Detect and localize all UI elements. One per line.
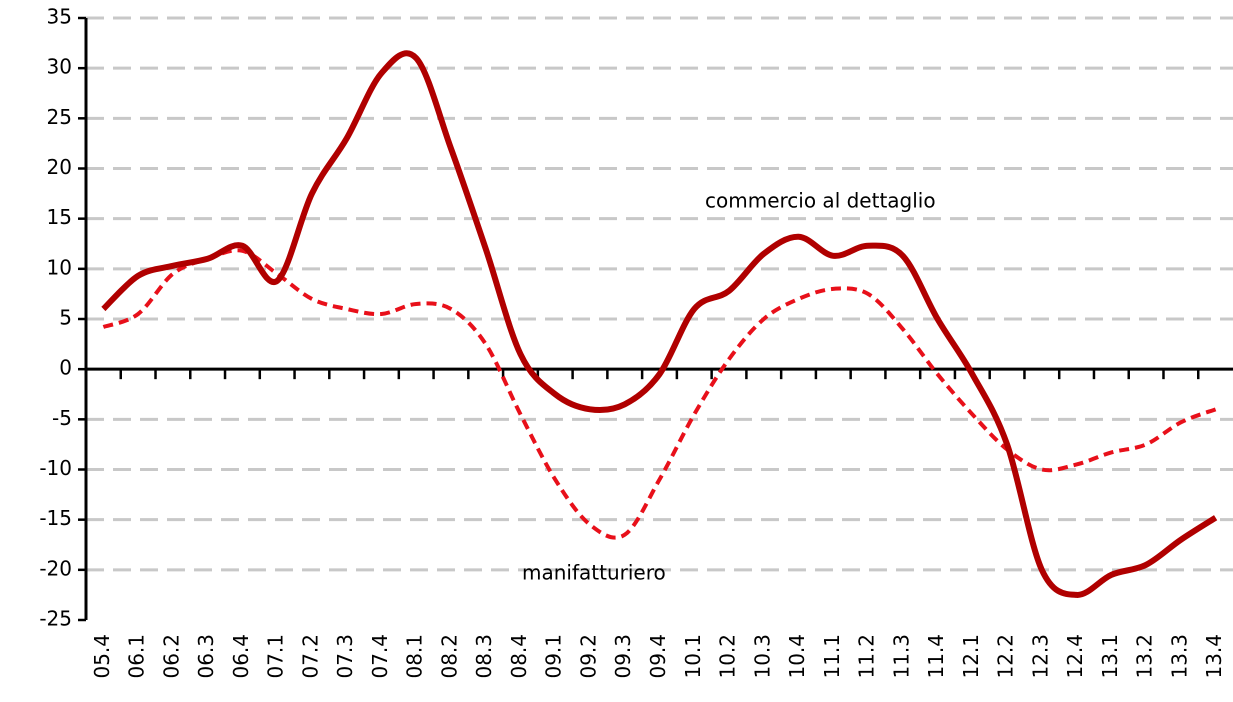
x-tick-label: 08.2	[437, 634, 461, 679]
x-tick-label: 11.3	[889, 634, 913, 679]
x-tick-label: 13.2	[1133, 634, 1157, 679]
x-tick-label: 08.4	[507, 634, 531, 679]
x-tick-label: 06.3	[194, 634, 218, 679]
x-tick-label: 07.1	[264, 634, 288, 679]
y-tick-label: 10	[47, 255, 72, 279]
y-tick-label: 35	[47, 5, 72, 29]
y-tick-label: 15	[47, 205, 72, 229]
x-tick-label: 13.1	[1098, 634, 1122, 679]
x-tick-label: 09.2	[576, 634, 600, 679]
y-tick-label: 0	[59, 356, 72, 380]
y-tick-label: 5	[59, 306, 72, 330]
x-tick-label: 06.4	[229, 634, 253, 679]
x-tick-label: 10.1	[681, 634, 705, 679]
x-tick-label: 07.3	[333, 634, 357, 679]
x-tick-label: 08.3	[472, 634, 496, 679]
x-tick-label: 12.1	[959, 634, 983, 679]
annotation: manifatturiero	[522, 561, 666, 585]
x-tick-label: 09.4	[646, 634, 670, 679]
x-tick-label: 07.4	[368, 634, 392, 679]
x-tick-label: 13.4	[1202, 634, 1226, 679]
x-tick-label: 11.4	[924, 634, 948, 679]
y-tick-label: -10	[39, 456, 72, 480]
line-series	[101, 50, 1218, 598]
y-tick-label: -15	[39, 506, 72, 530]
x-tick-label: 06.1	[125, 634, 149, 679]
x-tick-label: 12.3	[1028, 634, 1052, 679]
y-tick-label: -25	[39, 607, 72, 631]
x-tick-label: 10.4	[785, 634, 809, 679]
x-tick-label: 07.2	[298, 634, 322, 679]
x-tick-label: 06.2	[159, 634, 183, 679]
x-tick-label: 13.3	[1167, 634, 1191, 679]
x-tick-label: 12.2	[994, 634, 1018, 679]
y-tick-label: -5	[52, 406, 72, 430]
x-tick-label: 09.1	[542, 634, 566, 679]
x-tick-label: 11.2	[855, 634, 879, 679]
x-tick-label: 09.3	[611, 634, 635, 679]
y-tick-label: -20	[39, 556, 72, 580]
x-tick-label: 10.2	[716, 634, 740, 679]
line-series	[102, 248, 1217, 540]
x-tick-label: 08.1	[403, 634, 427, 679]
x-tick-label: 12.4	[1063, 634, 1087, 679]
y-tick-label: 30	[47, 55, 72, 79]
y-tick-label: 25	[47, 105, 72, 129]
x-tick-label: 10.3	[750, 634, 774, 679]
annotation: commercio al dettaglio	[705, 189, 936, 213]
x-tick-label: 11.1	[820, 634, 844, 679]
x-tick-label: 05.4	[90, 634, 114, 679]
y-tick-label: 20	[47, 155, 72, 179]
